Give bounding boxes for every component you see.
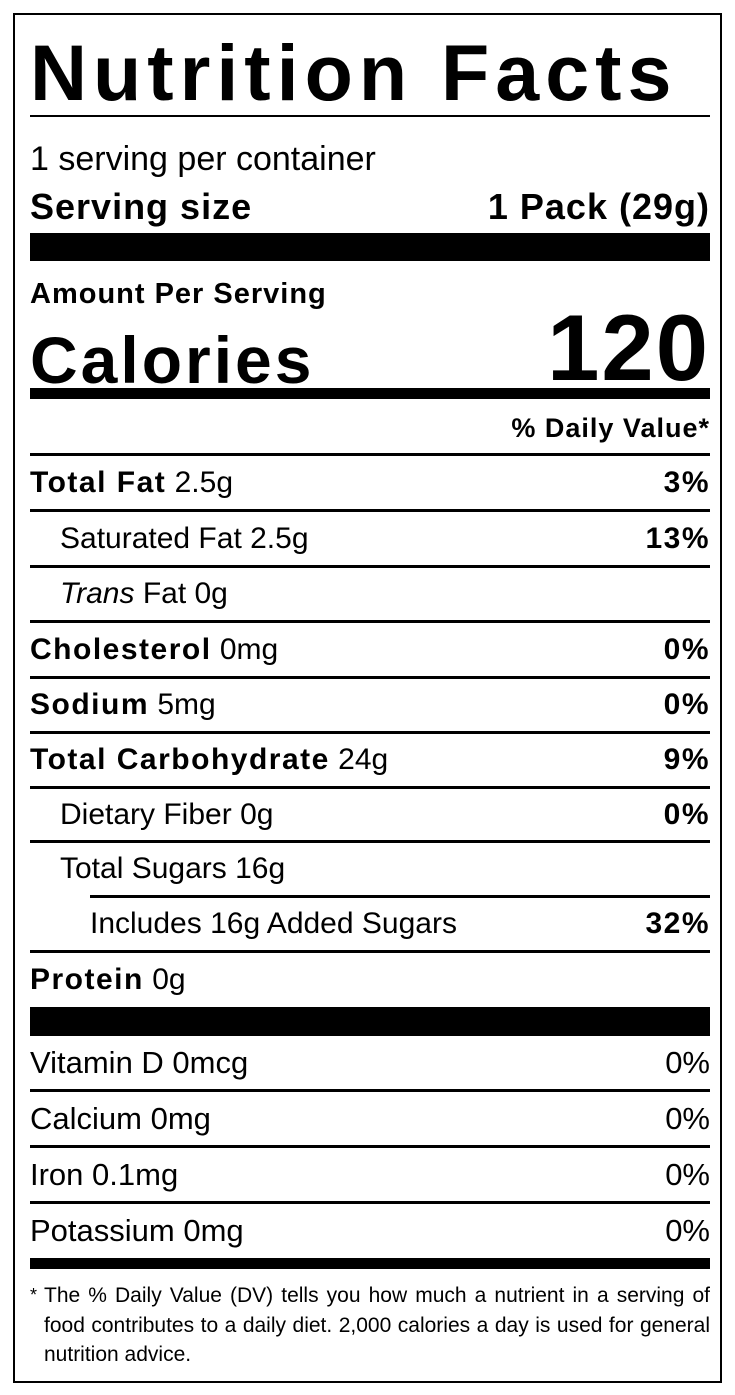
nutrient-amount: Fat 0g xyxy=(142,577,228,610)
vitamin-label: Iron 0.1mg xyxy=(30,1156,179,1192)
daily-value-header: % Daily Value* xyxy=(511,413,710,443)
nutrient-amount: 16g xyxy=(235,852,286,885)
footnote-text: The % Daily Value (DV) tells you how muc… xyxy=(44,1284,710,1366)
vitamin-dv: 0% xyxy=(665,1156,710,1192)
nutrient-dv: 0% xyxy=(663,797,710,831)
calories-value: 120 xyxy=(547,295,710,400)
nutrient-dv: 13% xyxy=(645,521,710,555)
vitamin-dv: 0% xyxy=(665,1044,710,1080)
nutrient-list: Total Fat 2.5g 3% Saturated Fat 2.5g 13%… xyxy=(30,453,710,1269)
nutrient-dv: 32% xyxy=(645,907,710,940)
nutrient-name: Total Sugars xyxy=(60,852,227,885)
vitamin-row-vitamin-d: Vitamin D 0mcg 0% xyxy=(30,1036,710,1089)
label-title: Nutrition Facts xyxy=(30,28,678,117)
nutrient-dv: 0% xyxy=(663,688,710,721)
nutrient-name: Total Carbohydrate xyxy=(30,743,330,776)
nutrient-row-cholesterol: Cholesterol 0mg 0% xyxy=(30,620,710,676)
nutrient-row-added-sugars: Includes 16g Added Sugars 32% xyxy=(90,895,710,950)
nutrient-amount: 24g xyxy=(338,743,389,776)
footnote-asterisk: * xyxy=(30,1285,38,1305)
serving-size-label: Serving size xyxy=(30,186,253,227)
calories-row: Calories 120 xyxy=(30,301,710,397)
nutrient-row-protein: Protein 0g xyxy=(30,950,710,1007)
thick-divider xyxy=(30,233,710,261)
amount-per-serving: Amount Per Serving xyxy=(30,278,327,310)
nutrient-amount: 0g xyxy=(152,963,186,996)
vitamin-row-potassium: Potassium 0mg 0% xyxy=(30,1201,710,1258)
vitamin-dv: 0% xyxy=(665,1213,710,1248)
nutrient-name: Dietary Fiber xyxy=(60,797,232,831)
vitamin-label: Potassium 0mg xyxy=(30,1213,244,1248)
nutrient-row-total-carbohydrate: Total Carbohydrate 24g 9% xyxy=(30,731,710,786)
servings-per-container: 1 serving per container xyxy=(30,140,376,178)
nutrition-facts-label: Nutrition Facts 1 serving per container … xyxy=(13,13,722,1383)
nutrient-name: Includes 16g Added Sugars xyxy=(90,907,457,940)
nutrient-name: Saturated Fat xyxy=(60,521,242,555)
nutrient-dv: 3% xyxy=(663,465,710,499)
calories-label: Calories xyxy=(30,323,315,397)
nutrient-name: Sodium xyxy=(30,688,149,721)
nutrient-row-saturated-fat: Saturated Fat 2.5g 13% xyxy=(30,509,710,565)
nutrient-dv: 0% xyxy=(663,632,710,666)
nutrient-amount: 0g xyxy=(240,797,274,831)
nutrient-name: Cholesterol xyxy=(30,632,212,666)
vitamin-label: Vitamin D 0mcg xyxy=(30,1044,249,1080)
nutrient-dv: 9% xyxy=(663,743,710,776)
nutrient-name: Protein xyxy=(30,963,144,996)
vitamin-row-calcium: Calcium 0mg 0% xyxy=(30,1089,710,1145)
nutrient-row-total-fat: Total Fat 2.5g 3% xyxy=(30,453,710,509)
serving-size-value: 1 Pack (29g) xyxy=(487,186,710,227)
nutrient-amount: 2.5g xyxy=(250,521,309,555)
serving-size: Serving size 1 Pack (29g) xyxy=(30,187,710,227)
nutrient-amount: 0mg xyxy=(219,632,279,666)
nutrient-amount: 5mg xyxy=(157,688,216,721)
medium-divider xyxy=(30,1258,710,1269)
nutrient-row-trans-fat: Trans Fat 0g xyxy=(30,565,710,620)
nutrient-name: Trans xyxy=(60,577,135,610)
nutrient-row-dietary-fiber: Dietary Fiber 0g 0% xyxy=(30,786,710,840)
footnote: * The % Daily Value (DV) tells you how m… xyxy=(30,1281,710,1370)
thick-divider xyxy=(30,1007,710,1036)
nutrient-row-sodium: Sodium 5mg 0% xyxy=(30,676,710,731)
medium-divider xyxy=(30,388,710,399)
nutrient-name: Total Fat xyxy=(30,465,167,499)
nutrient-amount: 2.5g xyxy=(174,465,234,499)
divider xyxy=(30,115,710,117)
nutrient-row-total-sugars: Total Sugars 16g xyxy=(30,840,710,895)
vitamin-label: Calcium 0mg xyxy=(30,1100,211,1136)
vitamin-dv: 0% xyxy=(665,1100,710,1136)
vitamin-row-iron: Iron 0.1mg 0% xyxy=(30,1145,710,1201)
